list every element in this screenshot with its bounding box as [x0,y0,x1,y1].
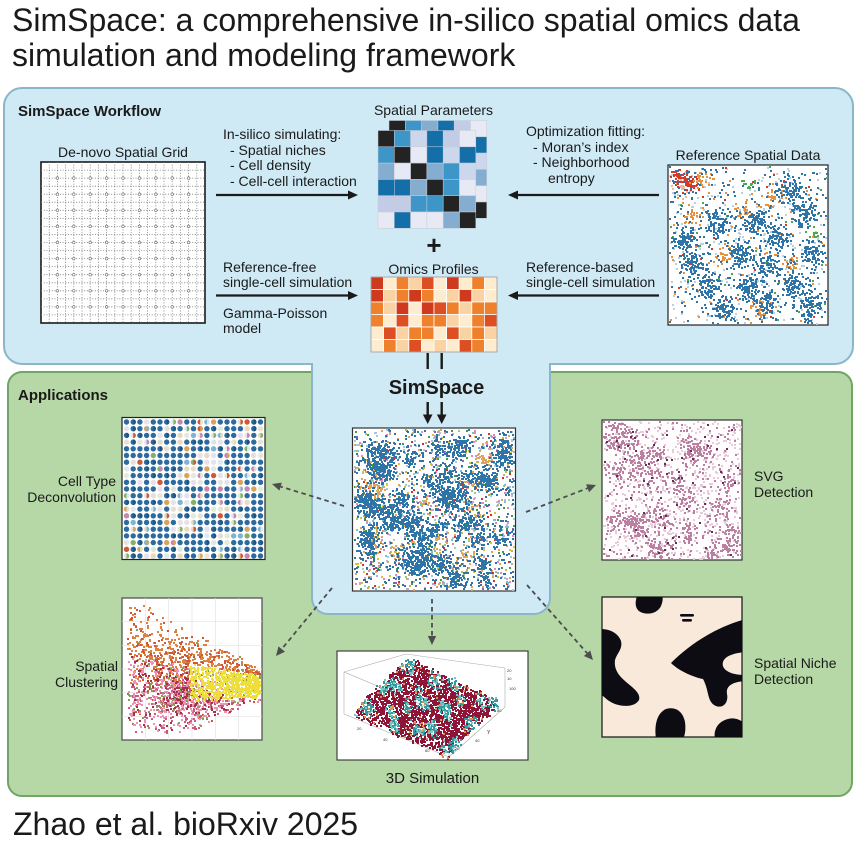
svg-text:X: X [408,736,412,742]
svg-text:Y: Y [487,730,491,736]
svg-text:10: 10 [507,676,512,681]
svg-text:20: 20 [507,668,512,673]
svg-text:20: 20 [455,746,460,751]
svg-text:40: 40 [383,737,388,742]
svg-text:100: 100 [509,686,516,691]
svg-text:80: 80 [497,708,502,713]
svg-text:20: 20 [357,726,362,731]
svg-text:40: 40 [475,738,480,743]
svg-text:60: 60 [425,748,430,753]
